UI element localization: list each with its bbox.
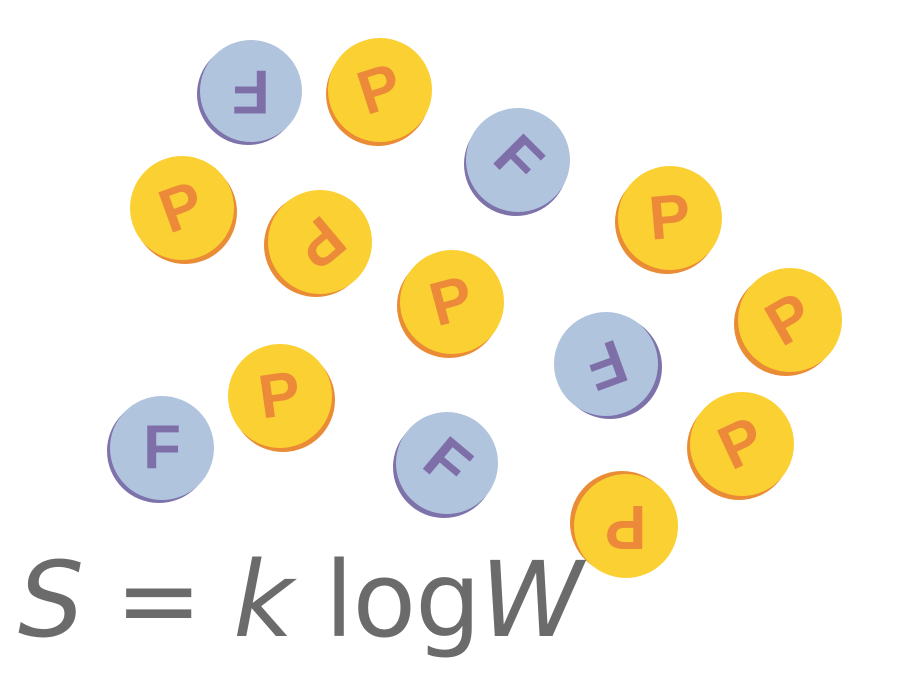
coin-letter: P: [708, 403, 776, 484]
coin-letter: P: [282, 202, 359, 283]
coin-heads-2: P: [130, 156, 237, 264]
coin-heads-1: P: [326, 38, 432, 146]
coin-heads-5: P: [397, 250, 504, 358]
coin-letter: P: [646, 181, 694, 254]
coin-heads-8: P: [687, 392, 794, 500]
coin-heads-9: P: [570, 471, 678, 578]
formula-w: W: [480, 539, 583, 661]
coin-tails-5: F: [393, 412, 498, 518]
coin-heads-6: P: [734, 268, 842, 376]
coin-letter: P: [754, 279, 825, 360]
coin-tails-1: F: [197, 40, 302, 145]
coin-letter: F: [576, 325, 636, 404]
coin-letter: P: [349, 50, 411, 129]
coin-letter: F: [410, 424, 485, 502]
coin-letter: P: [254, 358, 306, 433]
formula-s: S: [18, 539, 84, 661]
formula-equals: =: [83, 539, 234, 661]
coin-letter: F: [232, 57, 270, 126]
entropy-formula: S = k logW: [18, 548, 583, 652]
coin-letter: P: [150, 168, 214, 248]
coin-letter: F: [480, 121, 557, 198]
formula-k: k: [233, 539, 293, 661]
coin-heads-7: P: [228, 344, 335, 452]
coin-letter: P: [422, 262, 481, 341]
coin-heads-4: P: [615, 166, 722, 274]
coin-letter: F: [143, 413, 181, 482]
coin-heads-3: P: [264, 190, 372, 297]
coin-tails-2: F: [464, 108, 570, 216]
coin-tails-4: F: [107, 396, 214, 503]
coin-letter: P: [605, 492, 647, 561]
formula-log: log: [292, 539, 482, 661]
coin-tails-3: F: [554, 312, 662, 419]
